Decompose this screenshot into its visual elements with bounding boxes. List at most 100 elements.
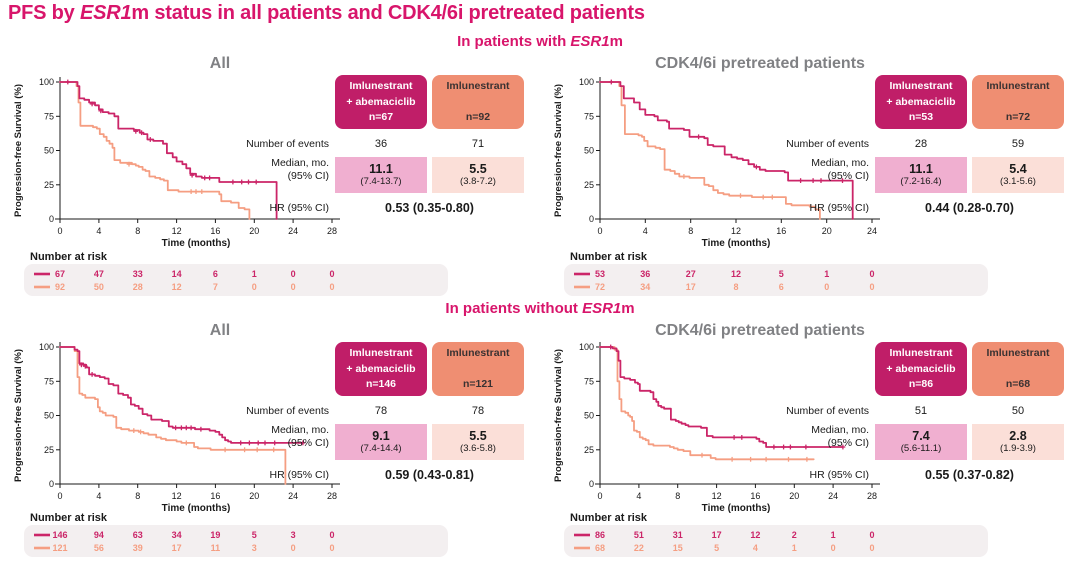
stats-table: Imlunestrant + abemaciclib n=53 Imlunest…: [777, 75, 1075, 215]
svg-text:16: 16: [210, 491, 220, 501]
svg-text:28: 28: [133, 282, 143, 292]
svg-text:24: 24: [828, 491, 838, 501]
quadrant-all-without-esr1m: All Progression-free Survival (%) 0 25 50 75…: [0, 322, 540, 562]
svg-text:24: 24: [867, 226, 877, 236]
quadrant-all-with-esr1m: All Progression-free Survival (%) 0 25 50 75…: [0, 55, 540, 296]
hr-value: 0.59 (0.43-0.81): [385, 468, 474, 483]
svg-text:33: 33: [133, 269, 143, 279]
hr-label: HR (95% CI): [269, 469, 329, 482]
svg-text:8: 8: [135, 491, 140, 501]
svg-text:12: 12: [731, 269, 741, 279]
svg-text:0: 0: [869, 282, 874, 292]
svg-text:19: 19: [210, 530, 220, 540]
svg-text:Time (months): Time (months): [162, 503, 231, 514]
svg-text:1: 1: [824, 269, 829, 279]
svg-text:8: 8: [135, 226, 140, 236]
svg-text:0: 0: [589, 479, 594, 489]
arm-n: n=53: [908, 111, 934, 124]
svg-text:100: 100: [39, 342, 54, 352]
arm-mono-header: Imlunestrant n=72: [972, 75, 1064, 129]
svg-text:8: 8: [675, 491, 680, 501]
svg-text:47: 47: [94, 269, 104, 279]
svg-text:Progression-free Survival (%): Progression-free Survival (%): [13, 84, 24, 217]
svg-text:5: 5: [714, 543, 719, 553]
median-label: Median, mo. (95% CI): [811, 157, 869, 182]
median-combo-cell: 9.1 (7.4-14.4): [335, 424, 427, 461]
hr-label: HR (95% CI): [809, 469, 869, 482]
svg-text:0: 0: [589, 214, 594, 224]
svg-text:1: 1: [792, 543, 797, 553]
svg-text:Progression-free Survival (%): Progression-free Survival (%): [553, 84, 564, 217]
median-mono-cell: 2.8 (1.9-3.9): [972, 424, 1064, 461]
svg-text:67: 67: [55, 269, 65, 279]
svg-text:50: 50: [44, 411, 54, 421]
svg-text:0: 0: [252, 282, 257, 292]
arm-n: n=72: [1005, 111, 1031, 124]
svg-text:12: 12: [172, 226, 182, 236]
svg-text:20: 20: [249, 491, 259, 501]
panel-title: CDK4/6i pretreated patients: [655, 322, 865, 339]
svg-text:94: 94: [94, 530, 104, 540]
svg-text:86: 86: [595, 530, 605, 540]
events-mono-value: 78: [471, 405, 485, 418]
hr-value: 0.55 (0.37-0.82): [925, 468, 1014, 483]
esr1-italic: ESR1: [582, 300, 622, 317]
arm-n: n=67: [368, 111, 394, 124]
svg-text:75: 75: [584, 376, 594, 386]
svg-text:5: 5: [779, 269, 784, 279]
svg-text:3: 3: [252, 543, 257, 553]
svg-text:0: 0: [291, 282, 296, 292]
svg-text:12: 12: [712, 491, 722, 501]
svg-text:0: 0: [329, 530, 334, 540]
svg-text:100: 100: [579, 342, 594, 352]
svg-text:0: 0: [291, 543, 296, 553]
panel-title: All: [209, 322, 231, 339]
stats-table: Imlunestrant + abemaciclib n=86 Imlunest…: [777, 342, 1075, 482]
svg-text:2: 2: [792, 530, 797, 540]
svg-text:14: 14: [172, 269, 182, 279]
number-at-risk-label: Number at risk: [30, 251, 108, 263]
median-label: Median, mo. (95% CI): [271, 157, 329, 182]
svg-text:51: 51: [634, 530, 644, 540]
svg-text:0: 0: [57, 491, 62, 501]
events-mono-value: 59: [1011, 138, 1025, 151]
svg-text:1: 1: [831, 530, 836, 540]
svg-text:20: 20: [249, 226, 259, 236]
svg-text:34: 34: [172, 530, 182, 540]
stats-table: Imlunestrant + abemaciclib n=146 Imlunes…: [237, 342, 535, 482]
arm-combo-header: Imlunestrant + abemaciclib n=67: [335, 75, 427, 129]
svg-text:100: 100: [579, 77, 594, 87]
events-combo-value: 78: [374, 405, 388, 418]
svg-text:Progression-free Survival (%): Progression-free Survival (%): [13, 349, 24, 482]
hr-label: HR (95% CI): [269, 202, 329, 215]
arm-n: n=68: [1005, 378, 1031, 391]
svg-text:27: 27: [686, 269, 696, 279]
svg-text:50: 50: [584, 146, 594, 156]
svg-text:17: 17: [686, 282, 696, 292]
svg-text:31: 31: [673, 530, 683, 540]
svg-text:39: 39: [133, 543, 143, 553]
svg-text:4: 4: [636, 491, 641, 501]
svg-text:56: 56: [94, 543, 104, 553]
panel-title: All: [209, 55, 231, 72]
median-mono-cell: 5.5 (3.8-7.2): [432, 157, 524, 194]
svg-text:16: 16: [210, 226, 220, 236]
svg-text:0: 0: [291, 269, 296, 279]
svg-text:0: 0: [329, 543, 334, 553]
events-label: Number of events: [786, 405, 869, 417]
svg-text:28: 28: [327, 226, 337, 236]
svg-text:1: 1: [252, 269, 257, 279]
spacer: [777, 75, 875, 129]
svg-text:11: 11: [211, 543, 221, 553]
svg-text:75: 75: [584, 111, 594, 121]
svg-text:0: 0: [49, 479, 54, 489]
svg-text:146: 146: [52, 530, 67, 540]
svg-text:36: 36: [640, 269, 650, 279]
esr1-italic: ESR1: [79, 2, 132, 24]
spacer: [237, 342, 335, 396]
km-plot: Progression-free Survival (%) 0 25 50 75 100 0…: [553, 77, 880, 249]
svg-text:28: 28: [867, 491, 877, 501]
svg-text:4: 4: [753, 543, 758, 553]
median-label: Median, mo. (95% CI): [811, 424, 869, 449]
svg-text:75: 75: [44, 376, 54, 386]
